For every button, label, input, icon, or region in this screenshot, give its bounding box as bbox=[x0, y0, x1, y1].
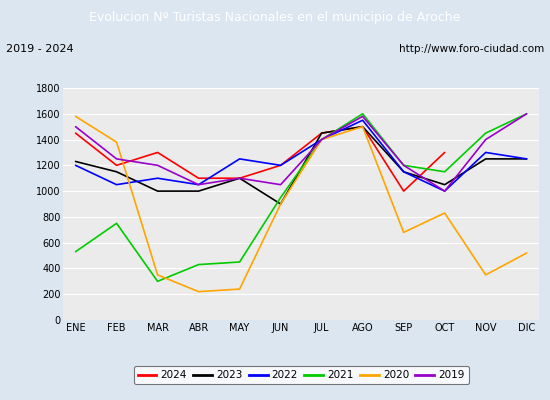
Text: Evolucion Nº Turistas Nacionales en el municipio de Aroche: Evolucion Nº Turistas Nacionales en el m… bbox=[89, 12, 461, 24]
Text: http://www.foro-ciudad.com: http://www.foro-ciudad.com bbox=[399, 44, 544, 54]
Text: 2019 - 2024: 2019 - 2024 bbox=[6, 44, 73, 54]
Legend: 2024, 2023, 2022, 2021, 2020, 2019: 2024, 2023, 2022, 2021, 2020, 2019 bbox=[134, 366, 469, 384]
